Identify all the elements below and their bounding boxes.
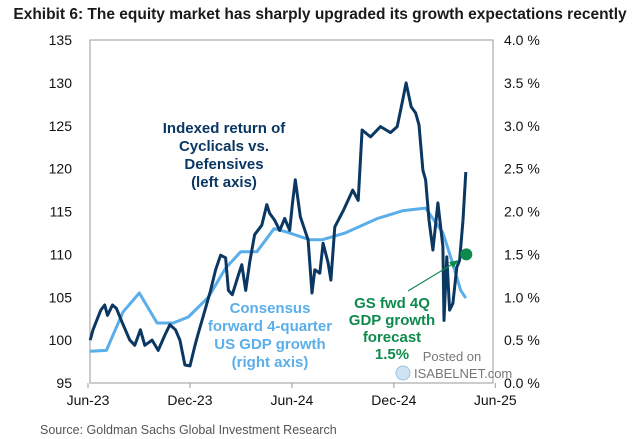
x-tick-label: Jun-25 <box>474 392 517 408</box>
left-tick-label: 135 <box>49 32 73 48</box>
annotation-line: (right axis) <box>232 354 309 371</box>
annotation-line: (left axis) <box>191 174 257 191</box>
annotation-line: GS fwd 4Q <box>354 295 430 312</box>
left-tick-label: 125 <box>49 118 73 134</box>
right-tick-label: 1.0 % <box>504 289 540 305</box>
gs-forecast-point <box>460 248 473 261</box>
x-tick-label: Jun-23 <box>67 392 110 408</box>
right-tick-label: 3.0 % <box>504 118 540 134</box>
right-tick-label: 0.0 % <box>504 375 540 391</box>
left-axis: 95 100 105 110 115 120 125 130 135 <box>49 32 73 391</box>
left-tick-label: 95 <box>56 375 72 391</box>
watermark: Posted on ISABELNET.com <box>395 349 512 381</box>
annotation-line: forecast <box>363 329 421 346</box>
annotation-line: Indexed return of <box>163 120 287 137</box>
x-axis: Jun-23 Dec-23 Jun-24 Dec-24 Jun-25 <box>67 383 517 408</box>
isabelnet-logo-icon <box>395 365 411 381</box>
right-tick-label: 4.0 % <box>504 32 540 48</box>
left-tick-label: 110 <box>50 246 73 262</box>
gs-forecast-arrowhead <box>449 260 459 268</box>
right-tick-label: 1.5 % <box>504 246 540 262</box>
annotation-line: GDP growth <box>349 312 435 329</box>
consensus-gdp-line <box>90 206 468 353</box>
left-tick-label: 120 <box>49 161 73 177</box>
annotation-line: Consensus <box>230 300 311 317</box>
annotation-line: forward 4-quarter <box>208 318 332 335</box>
left-tick-label: 130 <box>49 75 73 91</box>
annotation-line: Defensives <box>184 156 263 173</box>
x-tick-label: Jun-24 <box>271 392 314 408</box>
gs-forecast-arrow <box>407 261 457 292</box>
right-tick-label: 0.5 % <box>504 332 540 348</box>
right-axis: 0.0 % 0.5 % 1.0 % 1.5 % 2.0 % 2.5 % 3.0 % 3.5 %… <box>504 32 540 391</box>
cyclicals-vs-defensives-line <box>88 81 468 368</box>
x-tick-label: Dec-23 <box>167 392 212 408</box>
annotation-line: 1.5% <box>375 346 409 363</box>
annotation-line: US GDP growth <box>214 336 325 353</box>
left-tick-label: 100 <box>49 332 73 348</box>
right-tick-label: 2.5 % <box>504 161 540 177</box>
right-tick-label: 2.0 % <box>504 204 540 220</box>
right-tick-label: 3.5 % <box>504 75 540 91</box>
source-note: Source: Goldman Sachs Global Investment … <box>40 423 337 437</box>
left-tick-label: 105 <box>49 289 73 305</box>
left-tick-label: 115 <box>50 204 73 220</box>
chart-title: Exhibit 6: The equity market has sharply… <box>13 6 627 23</box>
x-tick-label: Dec-24 <box>371 392 416 408</box>
watermark-site: ISABELNET.com <box>414 366 512 381</box>
watermark-posted: Posted on <box>423 349 482 364</box>
annotation-line: Cyclicals vs. <box>179 138 269 155</box>
